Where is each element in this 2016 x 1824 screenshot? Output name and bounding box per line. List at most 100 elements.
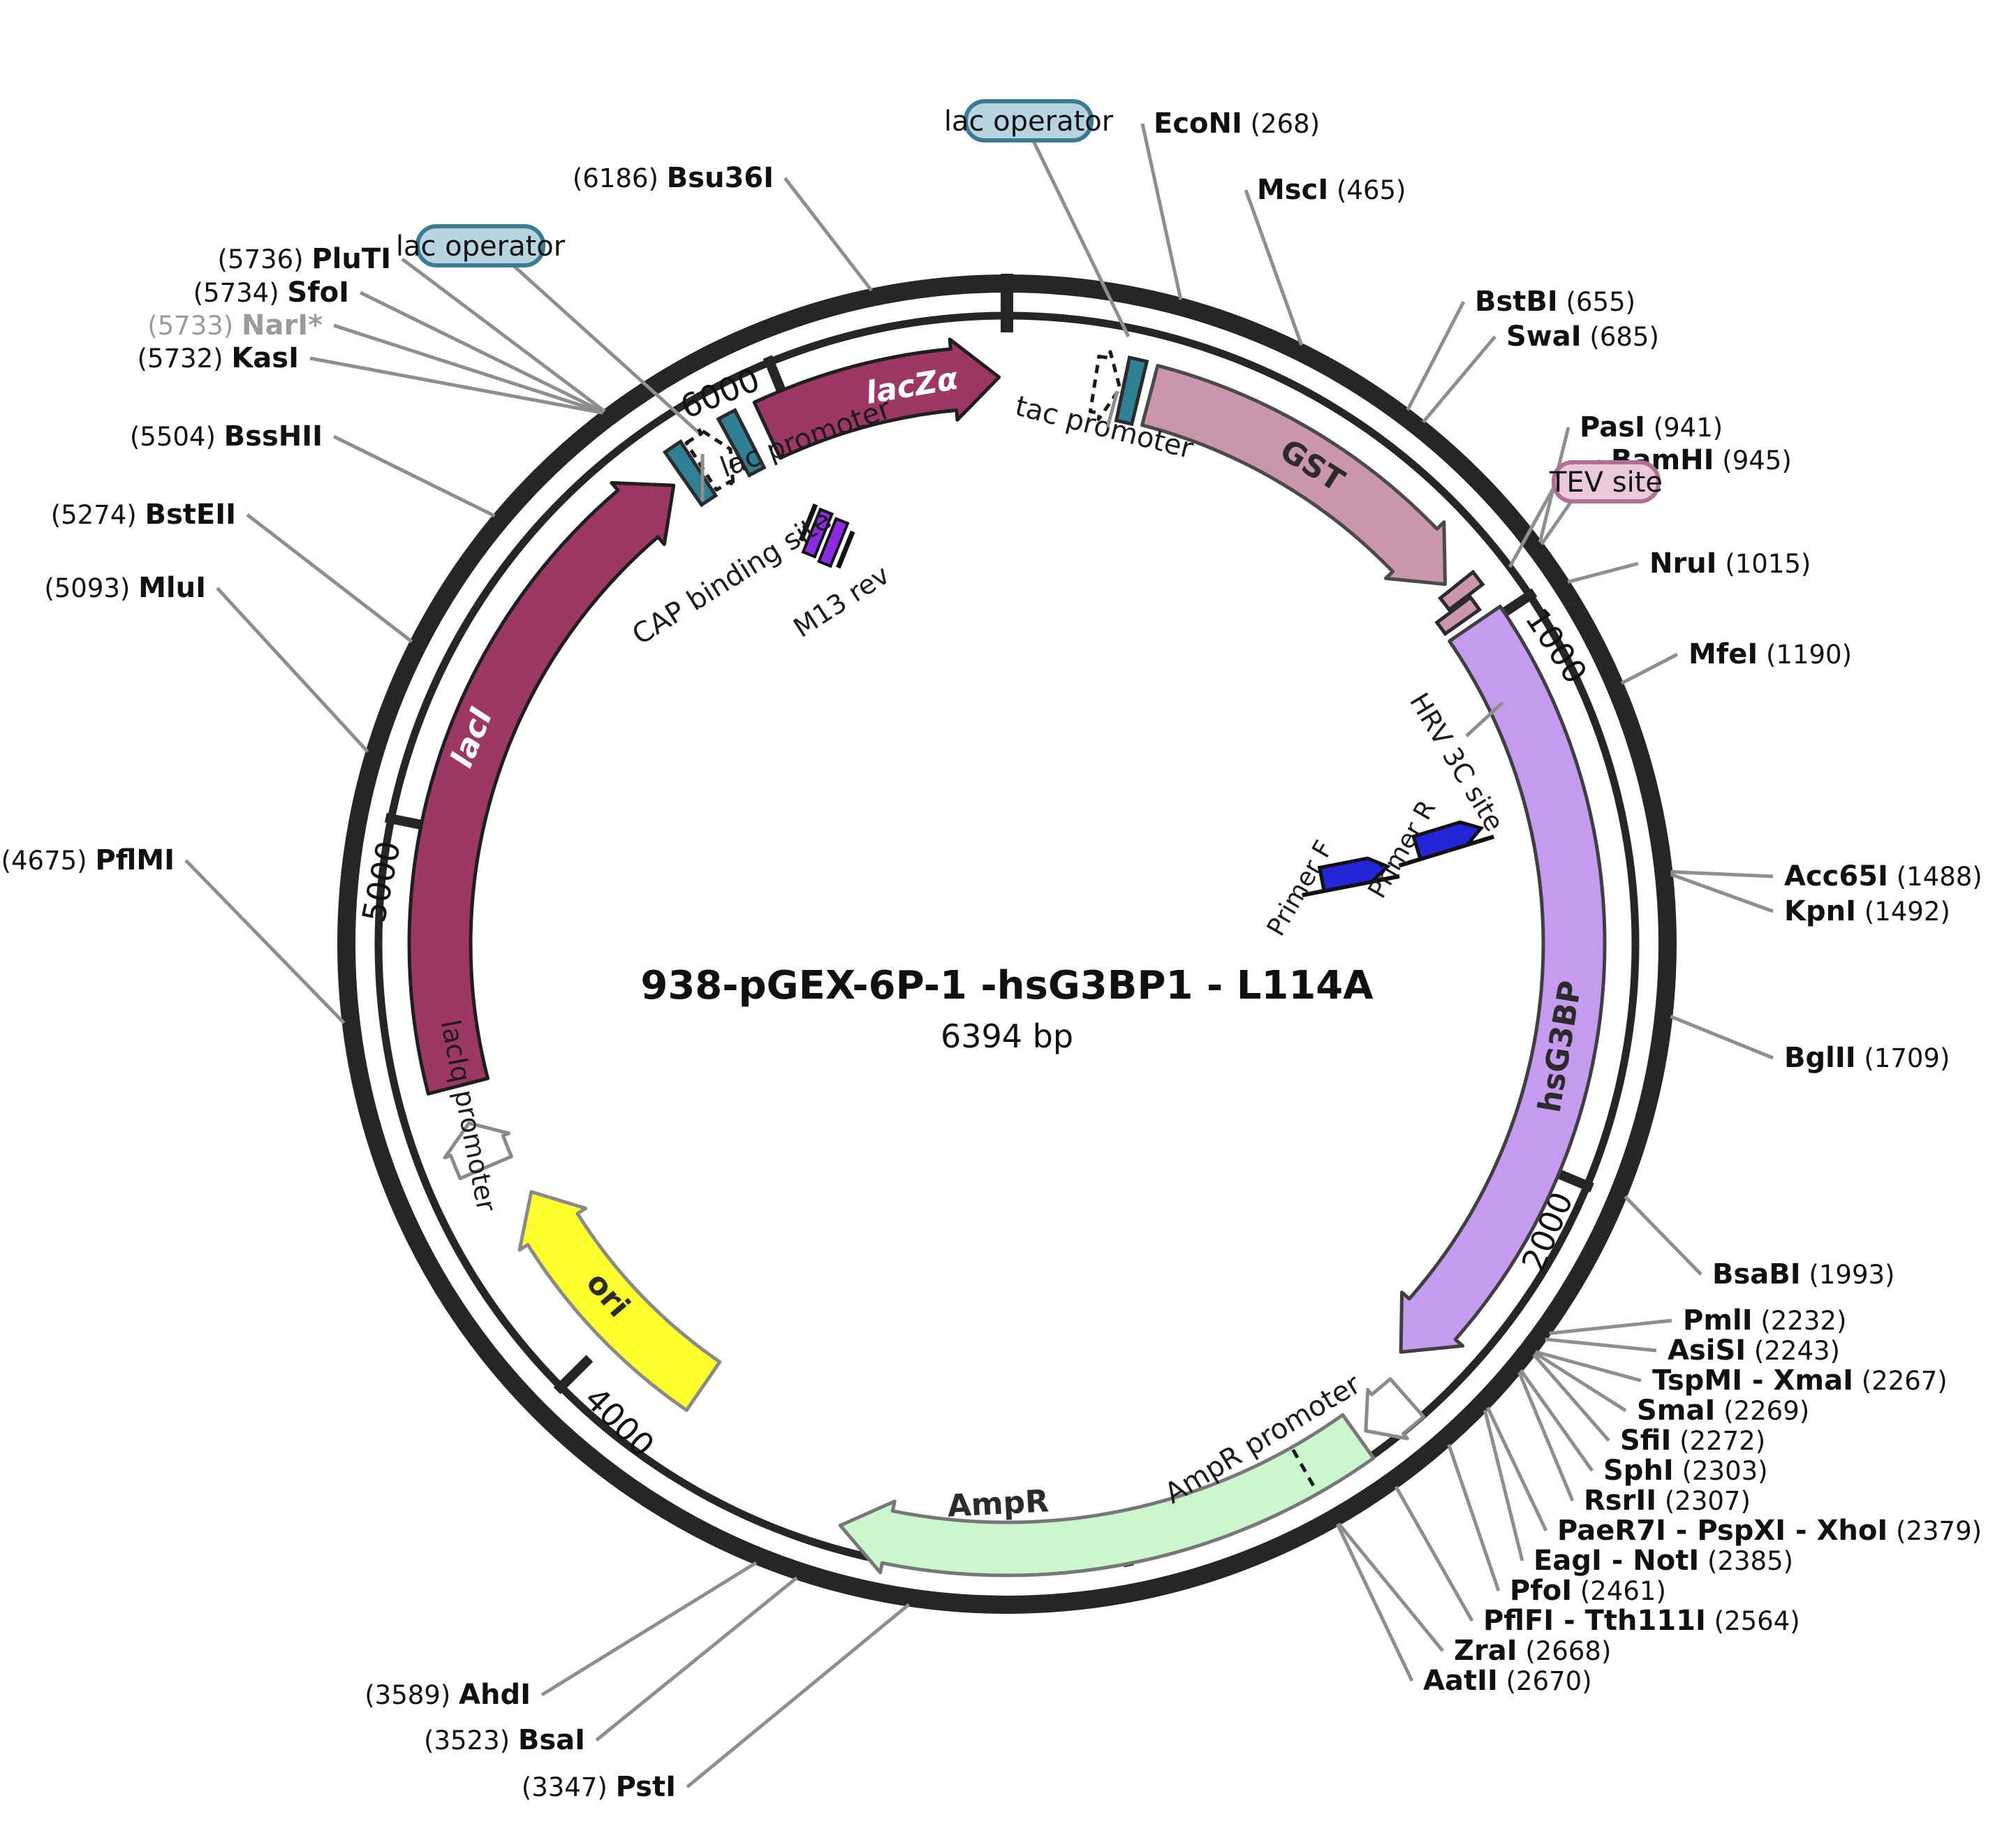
- leader-BsaBI: [1624, 1195, 1702, 1276]
- leader-BssHII: [332, 434, 496, 518]
- lac-operator-pill-left-label: lac operator: [396, 230, 566, 263]
- tick-label-5000: 5000: [355, 838, 408, 926]
- ampr-arrow: [838, 1413, 1376, 1577]
- m13-rev-glyph: [798, 503, 855, 569]
- laciq-promoter-label: lacIq promoter: [435, 1017, 502, 1214]
- leader-AatII: [1335, 1523, 1414, 1682]
- leader-MluI: [216, 587, 369, 753]
- lac-promoter-arrow: [684, 426, 735, 492]
- lac-operator-pill-top-label: lac operator: [944, 105, 1114, 138]
- leader-KasI: [309, 356, 603, 415]
- leader-AhdI: [540, 1561, 758, 1697]
- leader-Bsu36I: [783, 177, 873, 292]
- leader-PflFI-Tth111I: [1394, 1485, 1474, 1622]
- leader-NarI-: [333, 323, 604, 415]
- site-label-SfoI: (5734) SfoI: [193, 277, 349, 309]
- leader-NruI: [1567, 561, 1639, 584]
- plasmid-backbone-outer: [337, 274, 1677, 1614]
- leader-PstI: [686, 1603, 911, 1788]
- site-label-PflMI: (4675) PflMI: [1, 844, 175, 876]
- leader-BstEII: [246, 513, 413, 643]
- tac-promoter-pointer: [1105, 390, 1119, 428]
- site-label-NruI: NruI (1015): [1649, 547, 1811, 580]
- site-label-SfiI: SfiI (2272): [1620, 1425, 1765, 1457]
- lacZa-arrow: [752, 337, 1001, 460]
- leader-TspMI-XmaI: [1535, 1350, 1642, 1383]
- leader-SphI: [1519, 1369, 1594, 1472]
- site-label-PasI: PasI (941): [1580, 411, 1723, 443]
- tac-promoter-arrow: [1088, 350, 1122, 421]
- leader-SfiI: [1532, 1353, 1610, 1442]
- ori-arrow: [517, 1190, 722, 1412]
- leader-PfoI: [1447, 1443, 1501, 1591]
- site-label-EcoNI: EcoNI (268): [1154, 108, 1320, 140]
- site-label-PluTI: (5736) PluTI: [218, 243, 391, 275]
- site-label-MscI: MscI (465): [1257, 174, 1406, 206]
- hrv-3c-site-pointer: [1465, 701, 1504, 737]
- laciq-promoter-arrow: [443, 1121, 513, 1181]
- lac-operator-box: [716, 408, 767, 478]
- site-label-PfoI: PfoI (2461): [1510, 1575, 1666, 1607]
- site-label-AatII: AatII (2670): [1423, 1665, 1592, 1697]
- plasmid-length: 6394 bp: [941, 1017, 1073, 1055]
- primer-f-arrow: [1302, 856, 1400, 897]
- leader-EagI-NotI: [1482, 1409, 1524, 1561]
- tac-operator-box: [1114, 355, 1149, 427]
- site-label-BglII: BglII (1709): [1784, 1042, 1950, 1074]
- lac-operator-pill-left: [415, 224, 545, 267]
- site-label-KpnI: KpnI (1492): [1784, 895, 1950, 927]
- site-label-AsiSI: AsiSI (2243): [1668, 1334, 1840, 1367]
- tev-site-pill: [1552, 460, 1661, 503]
- leader-EcoNI: [1140, 123, 1183, 300]
- gst-arrow: [1140, 364, 1447, 587]
- site-label-SwaI: SwaI (685): [1506, 321, 1659, 353]
- leader-MscI: [1244, 189, 1304, 346]
- site-label-SphI: SphI (2303): [1603, 1455, 1768, 1487]
- ampr-arrow-label: AmpR: [946, 1483, 1050, 1524]
- leader-MfeI: [1620, 652, 1679, 685]
- site-label-Bsu36I: (6186) Bsu36I: [573, 162, 774, 194]
- ampr-arrow-junction-dash: [1291, 1448, 1318, 1492]
- primer-r-arrow: [1398, 820, 1495, 868]
- leader-SfoI: [359, 290, 605, 414]
- site-label-EagI-NotI: EagI - NotI (2385): [1533, 1545, 1793, 1577]
- leader-PluTI: [401, 258, 606, 413]
- site-label-BstBI: BstBI (655): [1475, 286, 1635, 318]
- site-label-MfeI: MfeI (1190): [1688, 638, 1852, 670]
- site-label-BsaI: (3523) BsaI: [424, 1724, 585, 1756]
- site-label-Acc65I: Acc65I (1488): [1784, 860, 1982, 892]
- lac-operator-pill-top: [964, 99, 1094, 142]
- leader-lac-operator-pill-left: [513, 265, 728, 459]
- hsg3bp-arrow: [1399, 604, 1607, 1354]
- map-root: 100020003000400050006000EcoNI (268)MscI …: [1, 99, 1982, 1803]
- site-label-AhdI: (3589) AhdI: [365, 1679, 531, 1711]
- leader-SmaI: [1533, 1351, 1627, 1413]
- tev-site-pill-label: TEV site: [1549, 466, 1663, 499]
- leader-AsiSI: [1545, 1337, 1657, 1353]
- site-label-PstI: (3347) PstI: [522, 1771, 676, 1803]
- site-label-PmlI: PmlI (2232): [1683, 1304, 1846, 1337]
- leader-RsrII: [1517, 1371, 1575, 1501]
- leader-PmlI: [1549, 1318, 1672, 1335]
- site-label-BssHII: (5504) BssHII: [130, 420, 323, 453]
- leader-BsaI: [595, 1576, 798, 1742]
- ampr-promoter-arrow: [1364, 1377, 1425, 1441]
- leader-PaeR7I-PspXI-XhoI: [1486, 1406, 1548, 1532]
- site-label-SmaI: SmaI (2269): [1637, 1395, 1809, 1427]
- leader-PflMI: [184, 859, 346, 1024]
- site-label-BstEII: (5274) BstEII: [51, 499, 236, 531]
- site-label-KasI: (5732) KasI: [138, 342, 299, 374]
- leader-tev-site-pill: [1508, 487, 1555, 568]
- m13-rev-label: M13 rev: [788, 559, 895, 644]
- leader-BstBI: [1406, 300, 1466, 411]
- leader-SwaI: [1422, 335, 1496, 424]
- leader-lac-operator-pill-top: [1031, 140, 1131, 338]
- hrv-3c-site-block-1: [1437, 569, 1485, 612]
- lacI-arrow: [407, 480, 676, 1096]
- site-label-PflFI-Tth111I: PflFI - Tth111I (2564): [1483, 1605, 1800, 1637]
- site-label-NarI-: (5733) NarI*: [147, 309, 323, 341]
- leader-BglII: [1670, 1015, 1774, 1060]
- site-label-BsaBI: BsaBI (1993): [1712, 1258, 1894, 1290]
